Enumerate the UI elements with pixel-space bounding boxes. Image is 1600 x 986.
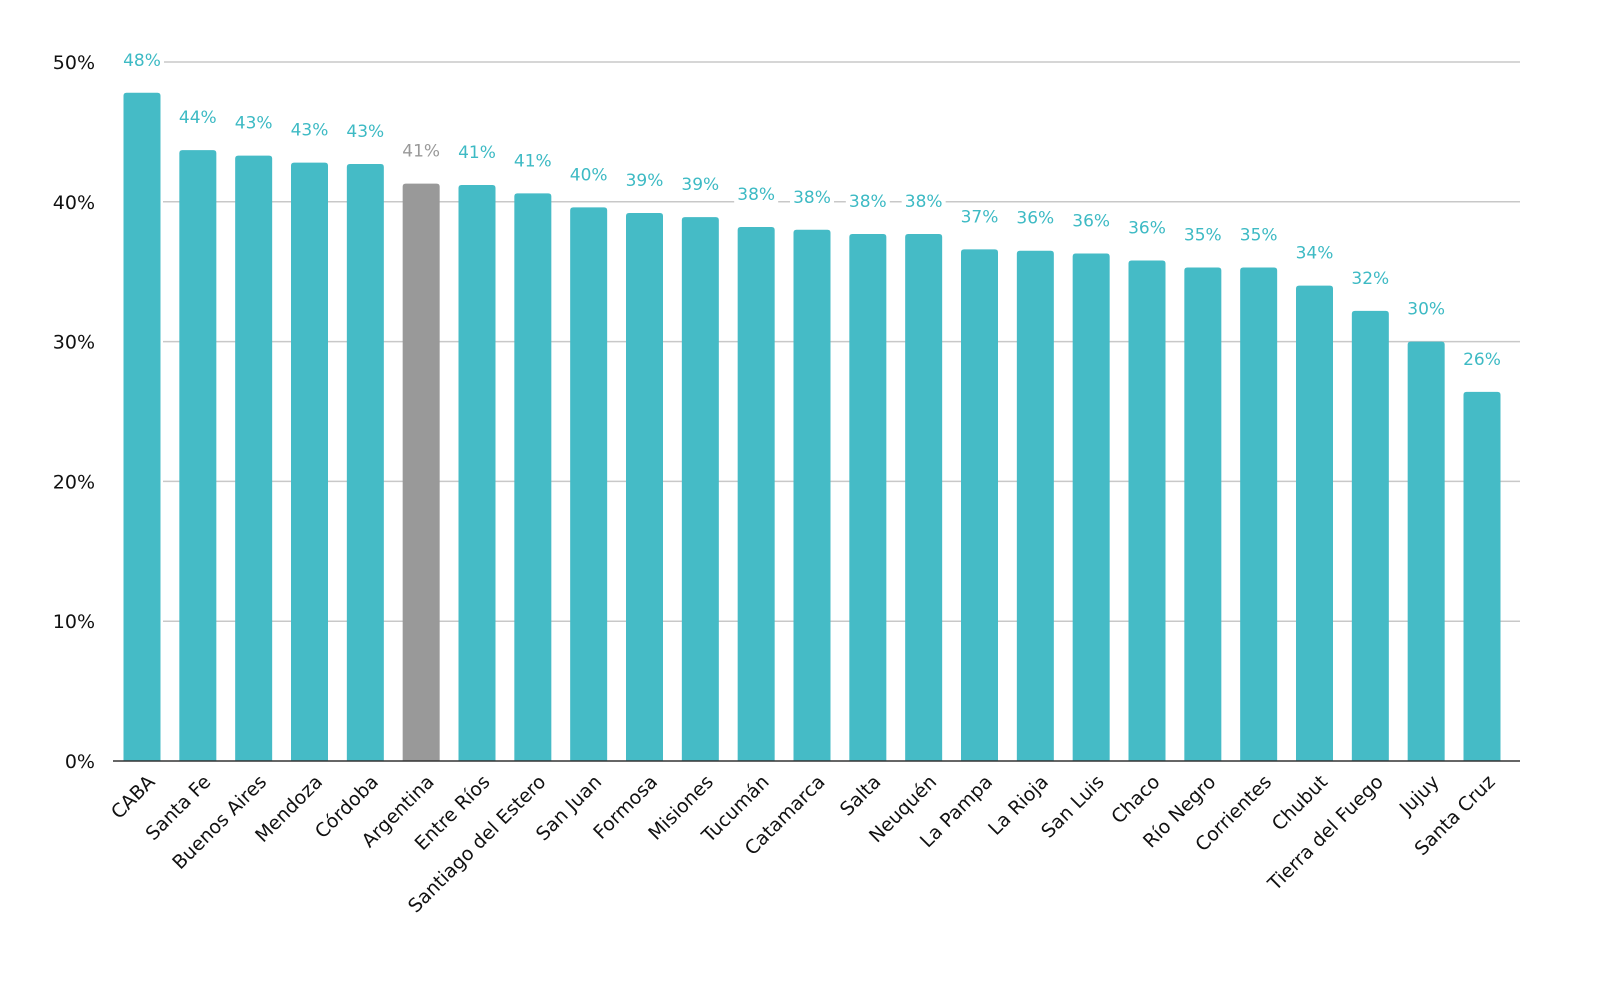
bars (123, 92, 1501, 762)
data-label-background (455, 143, 499, 164)
data-label-background (1236, 225, 1281, 246)
bar-río-negro (1184, 267, 1222, 761)
data-label-background (231, 113, 276, 134)
data-label-background (1180, 225, 1225, 246)
data-label-background (287, 120, 332, 141)
y-tick-label: 10% (53, 611, 95, 633)
y-tick-label: 50% (53, 52, 95, 74)
data-label-background (790, 187, 834, 208)
bar-san-luis (1072, 253, 1110, 761)
data-label: 30% (1407, 300, 1445, 320)
y-tick-label: 40% (53, 192, 95, 214)
data-label: 37% (961, 207, 999, 227)
bar-chaco (1128, 260, 1166, 761)
y-tick-label: 0% (65, 751, 95, 773)
data-label: 41% (514, 151, 552, 171)
bar-formosa (626, 212, 663, 761)
data-label-background (1013, 208, 1058, 229)
bar-la-pampa (961, 249, 998, 761)
data-label: 38% (905, 192, 943, 212)
gridlines (163, 61, 1520, 622)
data-label: 48% (123, 51, 161, 71)
data-label: 38% (793, 188, 831, 208)
data-label: 36% (1016, 209, 1054, 229)
data-label: 35% (1184, 226, 1222, 246)
bar-misiones (681, 217, 719, 762)
bar-jujuy (1407, 341, 1445, 761)
bar-argentina (402, 183, 440, 762)
x-tick-label: Jujuy (1395, 771, 1444, 820)
data-label-background (1404, 299, 1449, 320)
data-label: 26% (1463, 350, 1501, 370)
data-label-background (343, 122, 388, 143)
bar-san-juan (570, 207, 608, 762)
data-label-background (1125, 218, 1169, 239)
bar-corrientes (1240, 267, 1278, 761)
data-label: 36% (1128, 219, 1166, 239)
data-labels: 48% 44% 43% 43% 43% 41% 41% 41% 40% 39% 39% 38% 38% 3… (120, 51, 1504, 370)
bar-santiago-del-estero (514, 193, 552, 762)
data-label: 43% (346, 122, 384, 142)
data-label-background (566, 165, 611, 186)
y-tick-label: 30% (53, 332, 95, 354)
data-label: 38% (849, 192, 887, 212)
y-tick-label: 20% (53, 471, 95, 493)
data-label: 44% (179, 108, 217, 128)
data-label-background (1348, 268, 1393, 289)
data-label: 34% (1296, 244, 1334, 264)
bar-salta (849, 233, 887, 762)
data-label-background (957, 207, 1002, 228)
bar-catamarca (793, 229, 831, 761)
data-label-background (678, 175, 723, 196)
data-label-background (175, 108, 220, 129)
x-tick-label: CABA (107, 771, 160, 824)
data-label: 38% (737, 185, 775, 205)
data-label-background (845, 191, 890, 212)
data-label-background (510, 151, 555, 172)
bar-córdoba (346, 164, 384, 761)
data-label: 41% (402, 142, 440, 162)
bar-la-rioja (1016, 250, 1054, 762)
bar-tucumán (737, 226, 775, 762)
data-label: 39% (626, 171, 664, 191)
x-tick-label: Salta (836, 771, 886, 821)
data-label-background (1069, 211, 1114, 232)
data-label: 41% (458, 143, 496, 163)
data-label: 36% (1072, 212, 1110, 232)
data-label-background (901, 191, 946, 212)
data-label: 40% (570, 165, 608, 185)
data-label-background (1460, 349, 1504, 370)
data-label-background (1292, 243, 1337, 264)
data-label: 39% (681, 175, 719, 195)
data-label-background (734, 184, 779, 205)
data-label: 35% (1240, 226, 1278, 246)
data-label-background (399, 141, 444, 162)
bar-entre-ríos (458, 185, 496, 762)
bar-buenos-aires (235, 155, 273, 761)
bar-santa-cruz (1463, 391, 1501, 761)
bar-caba (123, 92, 161, 762)
y-axis-ticks: 0% 10% 20% 30% 40% 50% (53, 52, 95, 773)
data-label-background (120, 50, 164, 71)
bar-mendoza (291, 162, 328, 761)
data-label: 43% (235, 114, 273, 134)
bar-chubut (1296, 285, 1333, 761)
bar-santa-fe (179, 150, 217, 762)
bar-tierra-del-fuego (1351, 310, 1389, 761)
data-label-background (622, 170, 667, 191)
bar-neuquén (905, 233, 943, 762)
data-label: 32% (1351, 269, 1389, 289)
data-label: 43% (291, 121, 329, 141)
